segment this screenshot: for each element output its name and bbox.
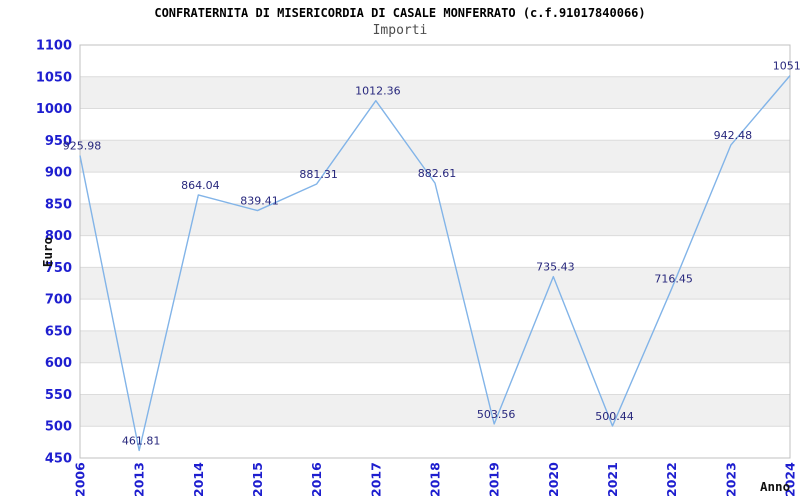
- x-tick-label: 2024: [783, 462, 798, 497]
- plot-band: [80, 140, 790, 173]
- data-point-label: 942.48: [714, 129, 753, 142]
- y-tick-label: 650: [45, 324, 72, 339]
- chart-subtitle: Importi: [372, 23, 428, 38]
- plot-band: [80, 76, 790, 109]
- x-tick-label: 2014: [191, 462, 206, 497]
- x-tick-label: 2015: [250, 462, 265, 497]
- data-point-label: 1051.8: [773, 60, 800, 73]
- x-tick-label: 2019: [487, 462, 502, 497]
- x-tick-label: 2016: [309, 462, 324, 497]
- x-axis-title: Anno: [760, 479, 791, 494]
- x-tick-label: 2006: [73, 462, 88, 497]
- data-point-label: 839.41: [240, 195, 279, 208]
- y-tick-label: 700: [45, 293, 72, 308]
- y-tick-label: 1050: [36, 70, 72, 85]
- plot-band: [80, 267, 790, 300]
- x-tick-label: 2017: [368, 462, 383, 497]
- series-line: [79, 75, 791, 452]
- y-tick-label: 900: [45, 166, 72, 181]
- data-point-label: 925.98: [63, 140, 102, 153]
- y-tick-label: 1000: [36, 102, 72, 117]
- plot-band: [80, 394, 790, 427]
- x-tick-label: 2023: [723, 462, 738, 497]
- x-tick-label: 2021: [605, 462, 620, 497]
- y-tick-label: 950: [45, 134, 72, 149]
- y-tick-label: 550: [45, 388, 72, 403]
- data-point-label: 882.61: [418, 167, 457, 180]
- data-point-label: 716.45: [654, 273, 693, 286]
- data-point-label: 735.43: [536, 261, 575, 274]
- x-tick-label: 2018: [428, 462, 443, 497]
- y-tick-label: 800: [45, 229, 72, 244]
- x-tick-label: 2020: [546, 462, 561, 497]
- y-tick-label: 450: [45, 452, 72, 467]
- y-tick-label: 750: [45, 261, 72, 276]
- data-point-label: 1012.36: [355, 85, 401, 98]
- data-point-label: 864.04: [181, 179, 220, 192]
- plot-border: [79, 44, 791, 459]
- plot-band: [80, 330, 790, 363]
- y-axis-title: Euro: [40, 236, 55, 268]
- x-tick-label: 2013: [132, 462, 147, 497]
- x-tick-label: 2022: [664, 462, 679, 497]
- y-tick-label: 500: [45, 420, 72, 435]
- data-point-label: 500.44: [595, 410, 634, 423]
- y-tick-label: 850: [45, 197, 72, 212]
- y-tick-label: 1100: [36, 39, 72, 54]
- plot-band: [80, 203, 790, 236]
- y-tick-label: 600: [45, 356, 72, 371]
- chart-title: CONFRATERNITA DI MISERICORDIA DI CASALE …: [154, 6, 646, 20]
- data-point-label: 881.31: [299, 168, 338, 181]
- data-point-label: 461.81: [122, 434, 161, 447]
- data-point-label: 503.56: [477, 408, 516, 421]
